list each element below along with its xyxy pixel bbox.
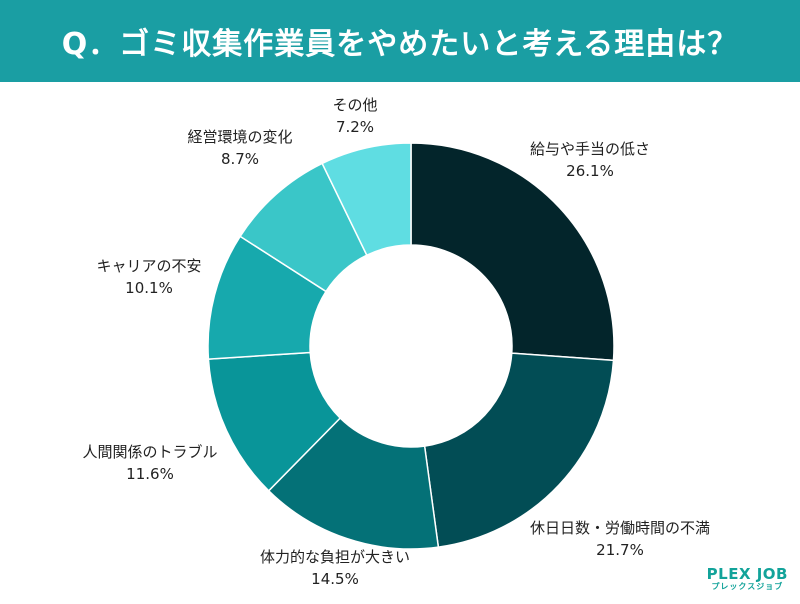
slice-label-text: 休日日数・労働時間の不満 [529,519,710,537]
slice-value-text: 10.1% [125,279,173,297]
brand-name: PLEX JOB [706,565,788,583]
donut-chart: 給与や手当の低さ 26.1% 休日日数・労働時間の不満 21.7% 体力的な負担… [0,82,800,600]
slice-value-text: 21.7% [596,541,644,559]
slice-label-text: 人間関係のトラブル [82,443,218,461]
slice-label-holidays-hours: 休日日数・労働時間の不満 21.7% [500,517,740,561]
slice-label-text: 経営環境の変化 [187,128,293,146]
slice-value-text: 14.5% [311,570,359,588]
header-bar: Q．ゴミ収集作業員をやめたいと考える理由は？ [0,0,800,82]
brand-logo: PLEX JOB プレックスジョブ [707,566,788,592]
chart-title: Q．ゴミ収集作業員をやめたいと考える理由は？ [61,27,739,62]
slice-label-relationships: 人間関係のトラブル 11.6% [60,441,240,485]
slice-holidays-hours [423,352,615,548]
slice-salary [410,142,615,362]
slice-label-physical-burden: 体力的な負担が大きい 14.5% [235,546,435,590]
slice-label-text: 体力的な負担が大きい [259,548,410,566]
slice-other [321,142,412,257]
slice-label-salary: 給与や手当の低さ 26.1% [510,138,670,182]
slice-label-career: キャリアの不安 10.1% [74,255,224,299]
brand-subtitle: プレックスジョブ [711,582,784,591]
slice-physical-burden [267,416,440,550]
slice-label-text: キャリアの不安 [96,257,202,275]
donut-chart-svg [207,142,615,550]
slice-value-text: 8.7% [220,150,260,168]
slice-label-business-env: 経営環境の変化 8.7% [165,126,315,170]
slice-value-text: 11.6% [126,465,174,483]
slice-value-text: 26.1% [566,162,614,180]
slice-value-text: 7.2% [335,118,375,136]
slice-label-text: その他 [332,96,378,114]
slice-label-other: その他 7.2% [305,94,405,138]
slice-label-text: 給与や手当の低さ [529,140,650,158]
